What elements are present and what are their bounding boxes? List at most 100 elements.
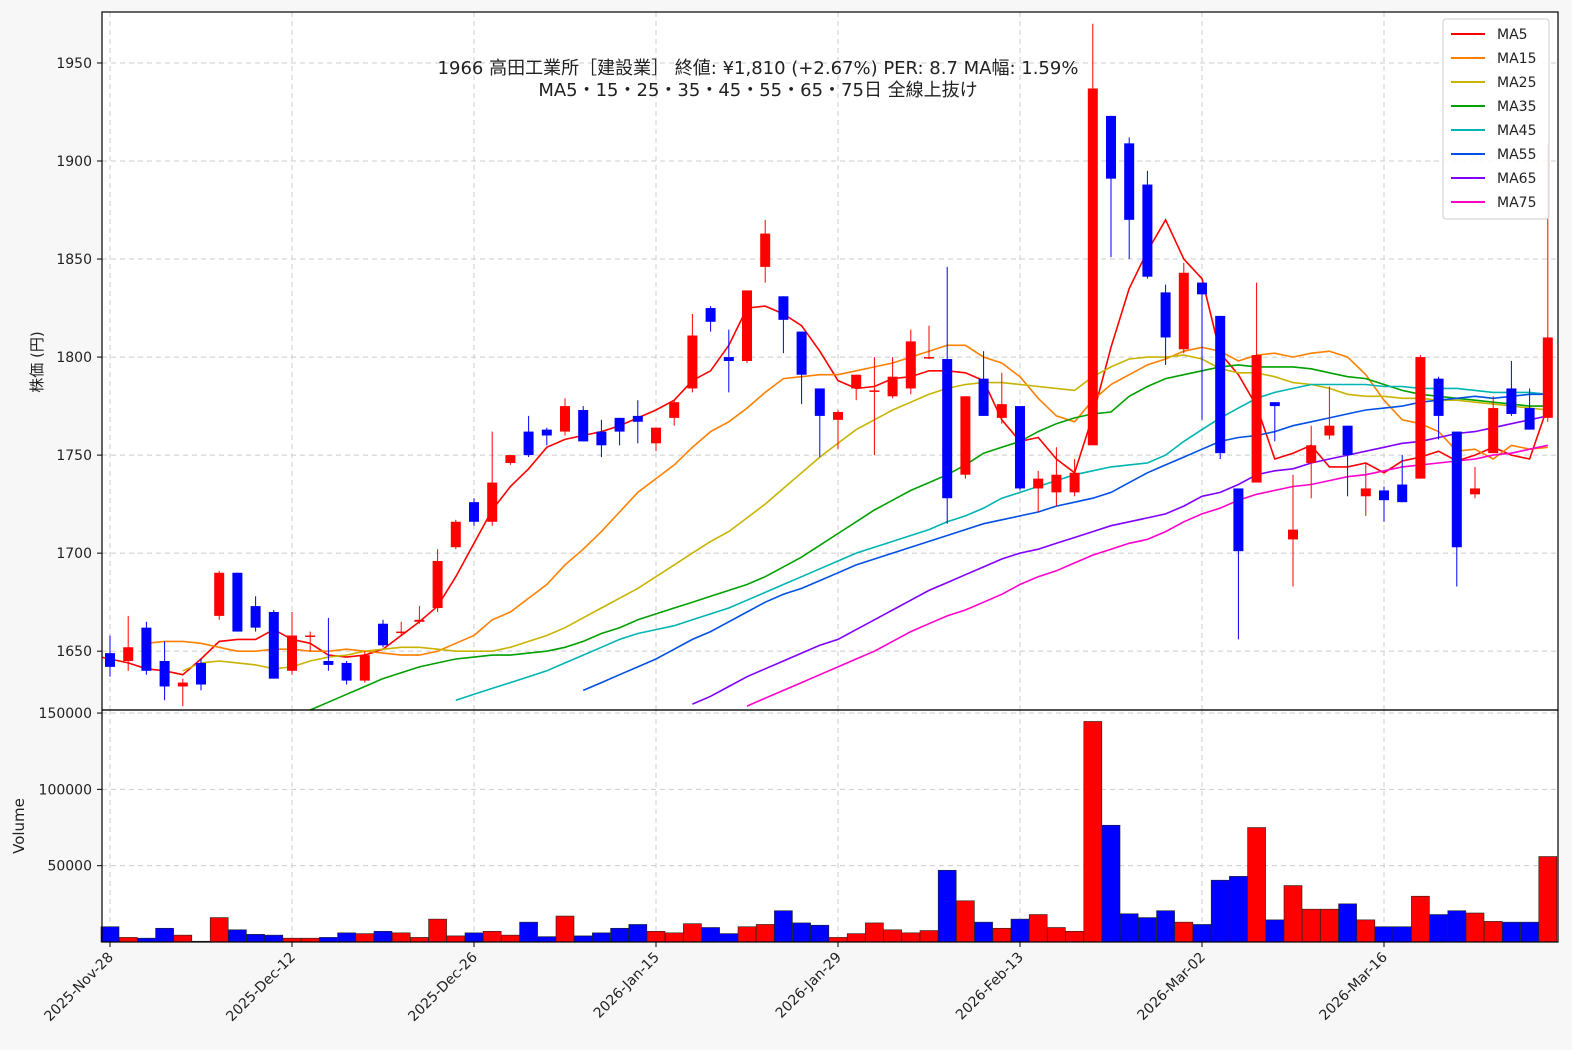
- candle-body: [1233, 488, 1244, 552]
- volume-bar: [1156, 910, 1175, 943]
- volume-bar: [901, 932, 921, 943]
- volume-tick-label: 150000: [39, 706, 92, 722]
- candle-body: [996, 404, 1007, 418]
- volume-bar: [810, 924, 830, 943]
- volume-bar: [555, 915, 575, 943]
- price-tick-label: 1850: [56, 252, 92, 268]
- volume-bar: [1010, 918, 1030, 943]
- legend-label-ma55: MA55: [1497, 147, 1536, 163]
- volume-bar: [1083, 721, 1103, 943]
- volume-panel-background: [102, 710, 1558, 942]
- candle-body: [705, 308, 716, 322]
- price-tick-label: 1650: [56, 644, 92, 660]
- candle-body: [1051, 474, 1062, 493]
- candle-body: [305, 635, 316, 637]
- candle-body: [1087, 88, 1098, 446]
- legend-label-ma15: MA15: [1497, 51, 1536, 67]
- candle-body: [1197, 282, 1207, 295]
- candle-body: [396, 631, 407, 634]
- candle-body: [632, 415, 643, 422]
- volume-bar: [1210, 879, 1230, 943]
- candle-body: [905, 341, 916, 389]
- legend-label-ma45: MA45: [1497, 123, 1536, 139]
- volume-bar: [683, 923, 702, 943]
- candle-body: [1124, 143, 1135, 220]
- ma25-line: [182, 354, 1548, 672]
- price-tick-label: 1800: [56, 350, 92, 366]
- candle-body: [814, 388, 825, 416]
- volume-bar: [719, 933, 739, 943]
- price-tick-label: 1950: [56, 56, 92, 72]
- volume-bar: [319, 937, 338, 943]
- volume-bar: [1301, 908, 1321, 943]
- volume-bar: [355, 933, 375, 943]
- ma75-line: [746, 444, 1548, 707]
- volume-bar: [464, 932, 484, 943]
- legend-label-ma25: MA25: [1497, 75, 1536, 91]
- volume-bar: [937, 869, 957, 943]
- candle-body: [323, 660, 334, 665]
- candle-body: [1215, 315, 1226, 454]
- volume-bar: [118, 937, 138, 943]
- candle-body: [450, 521, 461, 548]
- volume-bar: [391, 932, 411, 943]
- volume-bar: [1374, 926, 1394, 943]
- volume-bar: [100, 926, 120, 943]
- candle-body: [669, 402, 680, 418]
- volume-bar: [1283, 885, 1303, 943]
- candle-body: [1415, 357, 1426, 479]
- volume-bar: [664, 932, 684, 943]
- candle-body: [960, 396, 971, 475]
- candle-body: [1324, 425, 1335, 436]
- volume-bar: [173, 934, 193, 943]
- price-axis-label: 株価 (円): [28, 331, 46, 392]
- volume-bar: [1338, 903, 1357, 943]
- candle-body: [760, 233, 771, 267]
- candle-body: [1433, 378, 1444, 416]
- legend: MA5 MA15 MA25 MA35 MA45 MA55 MA65 MA75: [1442, 18, 1550, 220]
- candle-body: [1015, 406, 1025, 489]
- volume-bar: [1265, 919, 1285, 943]
- volume-bar: [1502, 921, 1521, 943]
- candle-body: [723, 357, 734, 361]
- volume-bar: [1247, 827, 1266, 943]
- volume-bar: [956, 900, 975, 943]
- candle-body: [141, 627, 152, 671]
- candle-body: [1306, 445, 1317, 463]
- volume-bar: [974, 921, 993, 943]
- price-panel-background: [102, 12, 1558, 710]
- volume-bar: [519, 921, 538, 943]
- volume-bar: [1192, 924, 1212, 943]
- volume-bar: [264, 934, 284, 943]
- volume-bar: [992, 927, 1012, 943]
- volume-bar: [482, 931, 502, 943]
- volume-bar: [828, 937, 848, 943]
- volume-bar: [1411, 895, 1430, 943]
- volume-axis-label: Volume: [10, 798, 28, 854]
- volume-bar: [1392, 926, 1412, 943]
- candle-body: [1178, 272, 1189, 350]
- ma15-line: [146, 344, 1548, 656]
- candle-body: [1488, 408, 1499, 454]
- volume-bar: [573, 935, 593, 943]
- volume-bar: [1320, 908, 1339, 943]
- candle-body: [1106, 115, 1116, 179]
- candle-body: [232, 572, 243, 632]
- candle-body: [978, 378, 989, 416]
- grid: [102, 12, 1558, 942]
- ma55-line: [582, 393, 1548, 692]
- legend-label-ma75: MA75: [1497, 195, 1536, 211]
- candle-body: [196, 662, 206, 685]
- candle-body: [1288, 529, 1298, 540]
- candle-body: [796, 331, 807, 375]
- candle-body: [287, 635, 297, 671]
- volume-bar: [246, 934, 265, 943]
- candle-body: [596, 431, 607, 446]
- candle-body: [851, 374, 862, 389]
- candle-body: [833, 411, 843, 420]
- volume-bar: [846, 933, 866, 943]
- candle-body: [1379, 490, 1389, 501]
- candle-body: [778, 296, 789, 320]
- ma45-line: [455, 383, 1548, 701]
